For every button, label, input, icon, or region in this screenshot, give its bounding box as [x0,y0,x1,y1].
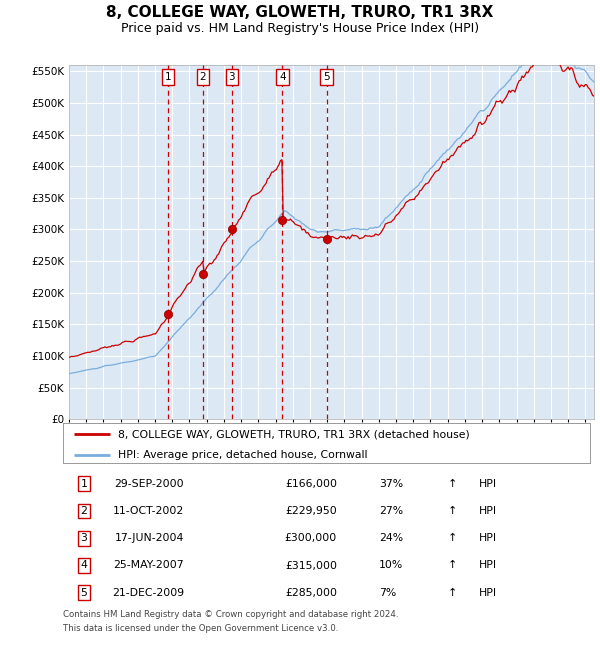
Text: 3: 3 [229,72,235,83]
Text: 8, COLLEGE WAY, GLOWETH, TRURO, TR1 3RX: 8, COLLEGE WAY, GLOWETH, TRURO, TR1 3RX [106,5,494,20]
Text: ↑: ↑ [448,506,457,516]
Text: Price paid vs. HM Land Registry's House Price Index (HPI): Price paid vs. HM Land Registry's House … [121,22,479,35]
Text: 25-MAY-2007: 25-MAY-2007 [113,560,184,571]
Text: £315,000: £315,000 [285,560,337,571]
Text: £300,000: £300,000 [284,533,337,543]
Text: 5: 5 [80,588,88,598]
Text: HPI: Average price, detached house, Cornwall: HPI: Average price, detached house, Corn… [118,450,368,460]
Text: 3: 3 [80,533,88,543]
Text: 29-SEP-2000: 29-SEP-2000 [115,478,184,489]
Text: £166,000: £166,000 [285,478,337,489]
Text: 7%: 7% [379,588,397,598]
Text: HPI: HPI [479,560,497,571]
Text: 1: 1 [80,478,88,489]
Text: £285,000: £285,000 [285,588,337,598]
Text: 27%: 27% [379,506,403,516]
Text: ↑: ↑ [448,560,457,571]
Text: Contains HM Land Registry data © Crown copyright and database right 2024.: Contains HM Land Registry data © Crown c… [63,610,398,619]
Text: This data is licensed under the Open Government Licence v3.0.: This data is licensed under the Open Gov… [63,624,338,633]
Text: 21-DEC-2009: 21-DEC-2009 [112,588,184,598]
Text: HPI: HPI [479,588,497,598]
Text: ↑: ↑ [448,533,457,543]
Text: 4: 4 [279,72,286,83]
Text: HPI: HPI [479,478,497,489]
Text: 17-JUN-2004: 17-JUN-2004 [115,533,184,543]
Text: HPI: HPI [479,533,497,543]
Text: 11-OCT-2002: 11-OCT-2002 [113,506,184,516]
Text: 8, COLLEGE WAY, GLOWETH, TRURO, TR1 3RX (detached house): 8, COLLEGE WAY, GLOWETH, TRURO, TR1 3RX … [118,430,470,439]
Text: 1: 1 [164,72,171,83]
Text: 5: 5 [323,72,330,83]
Text: 10%: 10% [379,560,403,571]
Text: 24%: 24% [379,533,403,543]
Text: 2: 2 [200,72,206,83]
Text: 37%: 37% [379,478,403,489]
Text: ↑: ↑ [448,588,457,598]
Text: ↑: ↑ [448,478,457,489]
Text: 2: 2 [80,506,88,516]
Text: 4: 4 [80,560,88,571]
Text: HPI: HPI [479,506,497,516]
Text: £229,950: £229,950 [285,506,337,516]
